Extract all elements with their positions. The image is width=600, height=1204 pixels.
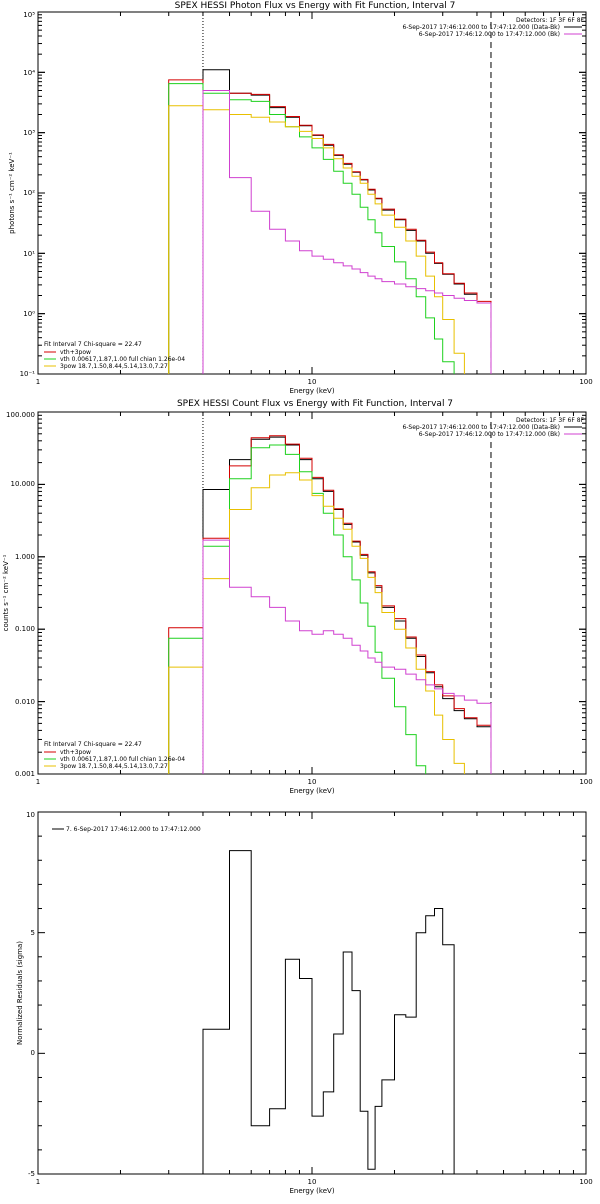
count-flux-y-tick-label: 0.001 bbox=[15, 770, 35, 778]
residuals-y-tick-label: 10 bbox=[26, 811, 35, 819]
residuals-panel: 1 10 100 -5 0 5 10 Energy (keV) Normaliz… bbox=[16, 811, 593, 1195]
photon-flux-fit-info: Fit Interval 7 Chi-square = 22.47 bbox=[44, 341, 142, 348]
photon-flux-title: SPEX HESSI Photon Flux vs Energy with Fi… bbox=[175, 1, 456, 11]
count-flux-y-tick-label: 0.010 bbox=[15, 698, 35, 706]
count-flux-y-tick-label: 100.000 bbox=[6, 411, 35, 419]
photon-flux-y-tick-label: 10² bbox=[23, 189, 35, 197]
residuals-x-axis-label: Energy (keV) bbox=[289, 1187, 334, 1195]
count-flux-y-tick-label: 1.000 bbox=[15, 553, 35, 561]
count-flux-series-2-line bbox=[168, 444, 427, 774]
count-flux-y-tick-label: 10.000 bbox=[11, 480, 36, 488]
photon-flux-y-tick-label: 10⁰ bbox=[23, 310, 35, 318]
count-flux-y-tick-label: 0.100 bbox=[15, 625, 35, 633]
photon-flux-detectors-label: Detectors: 1F 3F 6F 8F bbox=[516, 17, 585, 24]
photon-flux-y-tick-label: 10⁻¹ bbox=[20, 370, 36, 378]
photon-flux-bk-label: 6-Sep-2017 17:46:12.000 to 17:47:12.000 … bbox=[419, 31, 560, 38]
residuals-x-tick-label: 1 bbox=[36, 1178, 40, 1186]
photon-flux-series-group bbox=[168, 12, 492, 374]
photon-flux-ticks bbox=[37, 11, 587, 375]
count-flux-y-axis-label: counts s⁻¹ cm⁻² keV⁻¹ bbox=[2, 554, 10, 631]
count-flux-data-bk-label: 6-Sep-2017 17:46:12.000 to 17:47:12.000 … bbox=[402, 424, 560, 431]
residuals-y-axis-label: Normalized Residuals (sigma) bbox=[16, 941, 24, 1045]
count-flux-legend-3pow: 3pow 18.7,1.50,8.44,5.14,13.0,7.27 bbox=[60, 763, 168, 770]
photon-flux-data-bk-label: 6-Sep-2017 17:46:12.000 to 17:47:12.000 … bbox=[402, 24, 560, 31]
residuals-ticks bbox=[37, 811, 587, 1175]
residuals-y-tick-label: 5 bbox=[31, 929, 35, 937]
count-flux-x-tick-label: 100 bbox=[579, 778, 592, 786]
photon-flux-x-axis-label: Energy (keV) bbox=[289, 387, 334, 395]
count-flux-legend-vth: vth 0.00617,1.87,1.00 full chian 1.26e-0… bbox=[60, 756, 185, 763]
photon-flux-series-2-line bbox=[168, 83, 455, 374]
count-flux-x-axis-label: Energy (keV) bbox=[289, 787, 334, 795]
count-flux-x-tick-label: 1 bbox=[36, 778, 40, 786]
photon-flux-y-tick-label: 10⁴ bbox=[23, 69, 35, 77]
count-flux-legend-vth3pow: vth+3pow bbox=[60, 749, 91, 756]
residuals-y-tick-label: -5 bbox=[28, 1170, 35, 1178]
count-flux-series-4-line bbox=[202, 539, 492, 774]
photon-flux-series-3-line bbox=[168, 105, 465, 374]
photon-flux-panel: SPEX HESSI Photon Flux vs Energy with Fi… bbox=[8, 1, 593, 395]
photon-flux-x-tick-label: 100 bbox=[579, 378, 592, 386]
photon-flux-legend-3pow: 3pow 18.7,1.50,8.44,5.14,13.0,7.27 bbox=[60, 363, 168, 370]
count-flux-series-group bbox=[168, 412, 492, 774]
residuals-x-tick-label: 100 bbox=[579, 1178, 592, 1186]
residuals-series-group bbox=[202, 850, 455, 1174]
count-flux-bk-label: 6-Sep-2017 17:46:12.000 to 17:47:12.000 … bbox=[419, 431, 560, 438]
residuals-legend-label: 7. 6-Sep-2017 17:46:12.000 to 17:47:12.0… bbox=[66, 826, 201, 833]
count-flux-detectors-label: Detectors: 1F 3F 6F 8F bbox=[516, 417, 585, 424]
count-flux-x-tick-label: 10 bbox=[308, 778, 317, 786]
photon-flux-x-tick-label: 10 bbox=[308, 378, 317, 386]
photon-flux-series-1-line bbox=[168, 79, 492, 374]
photon-flux-x-tick-label: 1 bbox=[36, 378, 40, 386]
count-flux-series-3-line bbox=[168, 472, 465, 774]
residuals-x-tick-label: 10 bbox=[308, 1178, 317, 1186]
count-flux-fit-info: Fit Interval 7 Chi-square = 22.47 bbox=[44, 741, 142, 748]
photon-flux-y-tick-label: 10⁵ bbox=[23, 11, 35, 19]
photon-flux-legend-vth: vth 0.00617,1.87,1.00 full chian 1.26e-0… bbox=[60, 356, 185, 363]
count-flux-ticks bbox=[37, 411, 587, 775]
residuals-series-0-line bbox=[202, 850, 455, 1174]
photon-flux-legend-vth3pow: vth+3pow bbox=[60, 349, 91, 356]
photon-flux-y-axis-label: photons s⁻¹ cm⁻² keV⁻¹ bbox=[8, 152, 16, 234]
photon-flux-series-4-line bbox=[202, 90, 492, 374]
photon-flux-y-tick-label: 10¹ bbox=[23, 250, 35, 258]
residuals-y-tick-label: 0 bbox=[31, 1049, 35, 1057]
count-flux-title: SPEX HESSI Count Flux vs Energy with Fit… bbox=[177, 399, 453, 409]
count-flux-panel: SPEX HESSI Count Flux vs Energy with Fit… bbox=[2, 399, 593, 795]
photon-flux-y-tick-label: 10³ bbox=[23, 129, 35, 137]
